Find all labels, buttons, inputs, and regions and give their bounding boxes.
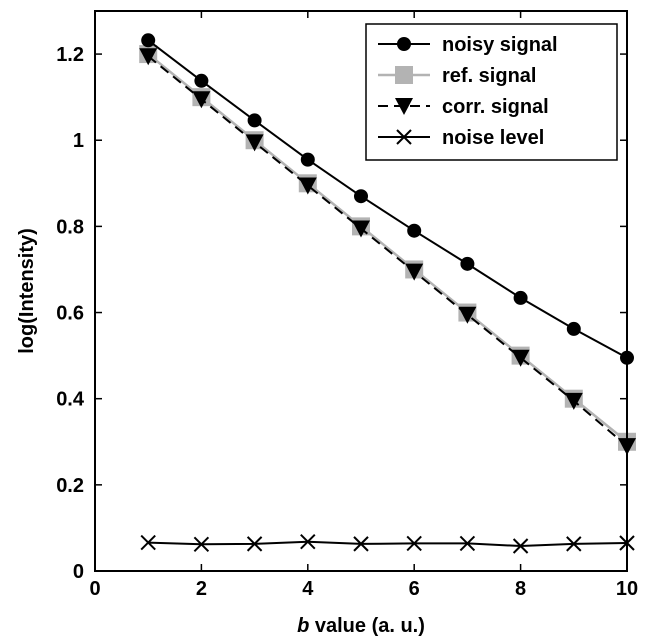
y-tick-label: 0.8 (56, 216, 84, 238)
marker-stroke (566, 536, 582, 552)
marker-stroke (353, 536, 369, 552)
legend-entry: noise level (378, 127, 544, 149)
x-tick-label: 10 (616, 578, 638, 600)
series-line (148, 540, 628, 548)
x-tick-label: 4 (302, 578, 314, 600)
series-noise-level (140, 534, 635, 554)
data-point (354, 189, 368, 204)
legend-marker (396, 129, 412, 145)
data-point (247, 113, 262, 128)
legend-marker (397, 37, 411, 51)
data-point (298, 177, 317, 195)
data-point (405, 263, 424, 281)
x-tick-label: 0 (89, 578, 100, 600)
series-line (147, 55, 628, 447)
data-point (300, 152, 315, 167)
marker-stroke (193, 536, 210, 552)
data-point (246, 536, 263, 552)
data-point (194, 73, 209, 88)
x-tick-label: 2 (196, 578, 207, 600)
series-layer (139, 33, 636, 554)
data-point (566, 536, 582, 552)
marker-stroke (396, 129, 412, 145)
marker-stroke (459, 535, 476, 552)
data-point (300, 534, 316, 550)
legend-entry: corr. signal (378, 96, 549, 118)
legend-label: ref. signal (442, 65, 536, 87)
data-point (140, 534, 156, 551)
legend-label: noise level (442, 127, 544, 149)
data-point (406, 535, 422, 552)
plot-frame (94, 10, 628, 572)
data-point (511, 349, 530, 367)
x-axis-label: b value (a. u.) (297, 615, 425, 637)
data-point (513, 290, 528, 305)
marker-stroke (512, 538, 529, 554)
marker-stroke (246, 536, 263, 552)
data-point (564, 392, 583, 410)
marker-stroke (140, 534, 156, 551)
data-point (458, 306, 477, 324)
series-corr-signal (139, 48, 636, 456)
y-axis-label: log(Intensity) (16, 228, 38, 354)
legend-entry: ref. signal (378, 65, 536, 87)
legend-marker (395, 66, 413, 84)
legend-label: noisy signal (442, 34, 558, 56)
y-tick-label: 0.4 (56, 389, 85, 411)
marker-stroke (300, 534, 316, 550)
data-point (245, 134, 264, 152)
legend-marker (395, 98, 413, 115)
data-point (192, 91, 211, 109)
legend: noisy signal ref. signal corr. signal noise… (365, 23, 618, 161)
data-point (193, 536, 210, 552)
series-line (147, 53, 628, 443)
y-tick-label: 0.6 (56, 303, 84, 325)
data-point (353, 536, 369, 552)
y-tick-label: 1.2 (56, 44, 84, 66)
legend-entry: noisy signal (378, 34, 558, 56)
data-point (139, 48, 158, 66)
data-point (407, 223, 422, 238)
ticks-layer: 0 2 4 6 8 10 0 0.2 0.4 0.6 0.8 1 1.2 (56, 11, 638, 600)
y-tick-label: 1 (73, 130, 84, 152)
x-axis-label-rest: value (a. u.) (309, 615, 425, 637)
data-point (566, 321, 581, 336)
series-noisy-signal (141, 33, 634, 365)
data-point (459, 535, 476, 552)
series-line (147, 39, 628, 359)
data-point (460, 256, 475, 271)
data-point (352, 220, 370, 238)
marker-stroke (406, 535, 422, 552)
data-point (141, 33, 156, 48)
legend-label: corr. signal (442, 96, 549, 118)
y-tick-label: 0.2 (56, 475, 84, 497)
data-point (512, 538, 529, 554)
x-axis-label-italic: b (297, 615, 309, 637)
x-tick-label: 8 (515, 578, 526, 600)
y-tick-label: 0 (73, 561, 84, 583)
x-tick-label: 6 (409, 578, 420, 600)
